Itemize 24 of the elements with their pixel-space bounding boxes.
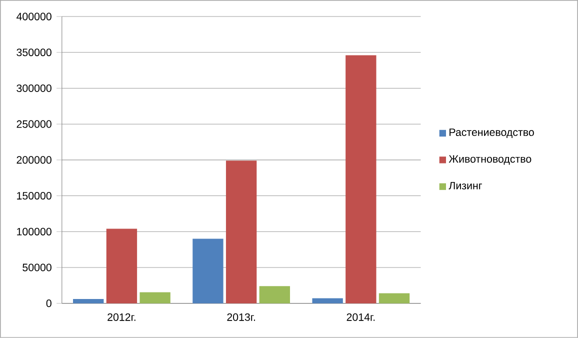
bar	[192, 238, 224, 304]
legend-label: Лизинг	[448, 182, 482, 190]
y-tick-label: 400000	[16, 12, 52, 20]
y-tick-label: 350000	[16, 48, 52, 56]
y-tick-label: 100000	[17, 228, 52, 236]
x-tick-label: 2012г.	[108, 313, 136, 321]
y-tick-label: 250000	[16, 120, 52, 128]
bar	[73, 299, 104, 304]
y-tick-label: 300000	[16, 84, 52, 92]
bar	[226, 160, 257, 304]
bar	[259, 286, 290, 304]
y-tick-label: 0	[46, 300, 52, 308]
y-tick-label: 200000	[16, 156, 52, 164]
legend-label: Растениеводство	[450, 128, 534, 138]
bar	[346, 55, 376, 304]
legend-label: Животноводство	[448, 155, 532, 165]
x-tick-label: 2014г.	[346, 313, 375, 321]
bar	[140, 292, 170, 304]
y-tick-label: 50000	[22, 264, 52, 272]
bar	[106, 228, 138, 304]
bar	[312, 298, 343, 304]
x-tick-label: 2013г.	[227, 313, 255, 321]
y-tick-label: 150000	[17, 192, 52, 200]
bar	[378, 293, 410, 304]
